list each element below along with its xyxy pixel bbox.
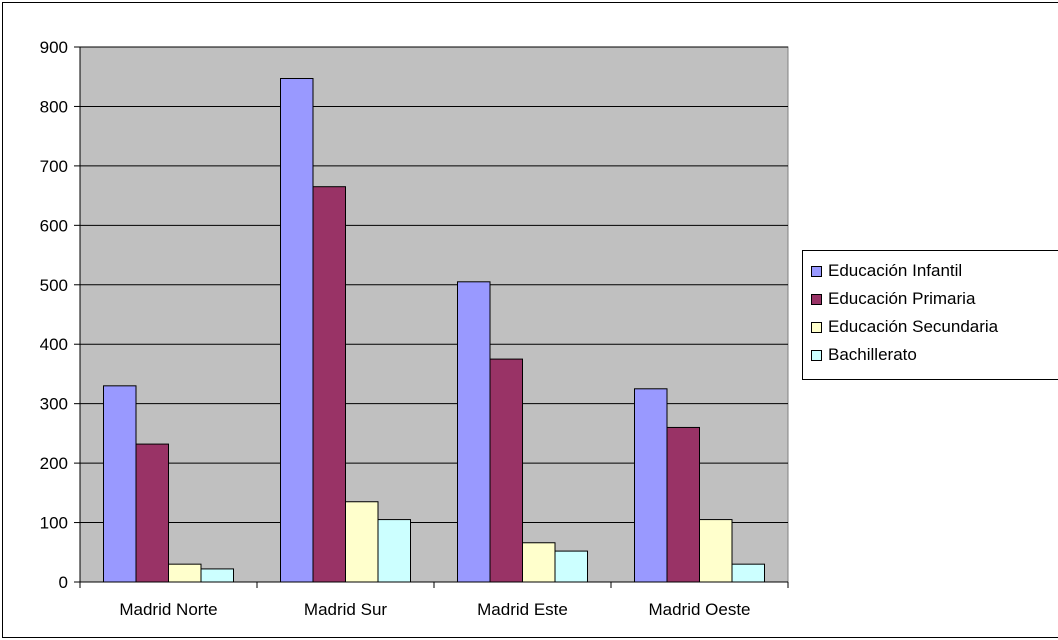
x-tick-label: Madrid Oeste [648, 600, 750, 619]
legend-label: Educación Secundaria [828, 317, 999, 336]
bar-educaci-n-primaria-2 [489, 358, 523, 583]
y-tick-label: 800 [40, 97, 68, 116]
legend-swatch [811, 265, 822, 277]
legend-item: Educación Secundaria [803, 313, 1058, 341]
tick-labels: 0 100 200 300 400 500 600 700 800 900 Madrid Norte… [40, 38, 751, 619]
y-tick-label: 0 [59, 573, 68, 592]
bar-educaci-n-primaria-0 [135, 443, 169, 583]
y-tick-label: 300 [40, 395, 68, 414]
bars [103, 78, 765, 583]
y-tick-label: 900 [40, 38, 68, 57]
legend-swatch [811, 293, 822, 305]
bar-bachillerato-2 [554, 550, 588, 583]
legend-swatch [811, 321, 822, 333]
bar-educaci-n-infantil-1 [280, 78, 314, 583]
bar-educaci-n-secundaria-0 [168, 563, 202, 583]
legend-label: Educación Primaria [828, 289, 976, 308]
legend-label: Educación Infantil [828, 261, 963, 280]
bar-bachillerato-1 [377, 519, 411, 583]
legend-label: Bachillerato [828, 345, 917, 364]
y-tick-label: 600 [40, 216, 68, 235]
x-tick-label: Madrid Sur [304, 600, 387, 619]
y-tick-label: 100 [40, 514, 68, 533]
bar-educaci-n-secundaria-2 [522, 542, 556, 583]
legend-item: Educación Infantil [803, 257, 1058, 285]
legend-swatch [811, 349, 822, 361]
bar-educaci-n-primaria-3 [666, 426, 700, 583]
bar-bachillerato-0 [200, 568, 234, 583]
y-tick-label: 200 [40, 454, 68, 473]
bar-educaci-n-primaria-1 [312, 186, 346, 583]
bar-educaci-n-secundaria-3 [699, 519, 733, 583]
axes [74, 46, 789, 588]
bar-educaci-n-infantil-0 [103, 385, 137, 583]
bar-educaci-n-infantil-2 [457, 281, 491, 583]
bar-educaci-n-secundaria-1 [345, 501, 379, 583]
x-tick-label: Madrid Norte [119, 600, 217, 619]
legend-item: Educación Primaria [803, 285, 1058, 313]
y-tick-label: 400 [40, 335, 68, 354]
y-tick-label: 700 [40, 157, 68, 176]
bar-educaci-n-infantil-3 [634, 388, 668, 583]
x-tick-label: Madrid Este [477, 600, 568, 619]
bar-bachillerato-3 [731, 563, 765, 583]
legend: Educación Infantil Educación Primaria Educ… [802, 250, 1058, 380]
y-tick-label: 500 [40, 276, 68, 295]
legend-item: Bachillerato [803, 341, 1058, 369]
